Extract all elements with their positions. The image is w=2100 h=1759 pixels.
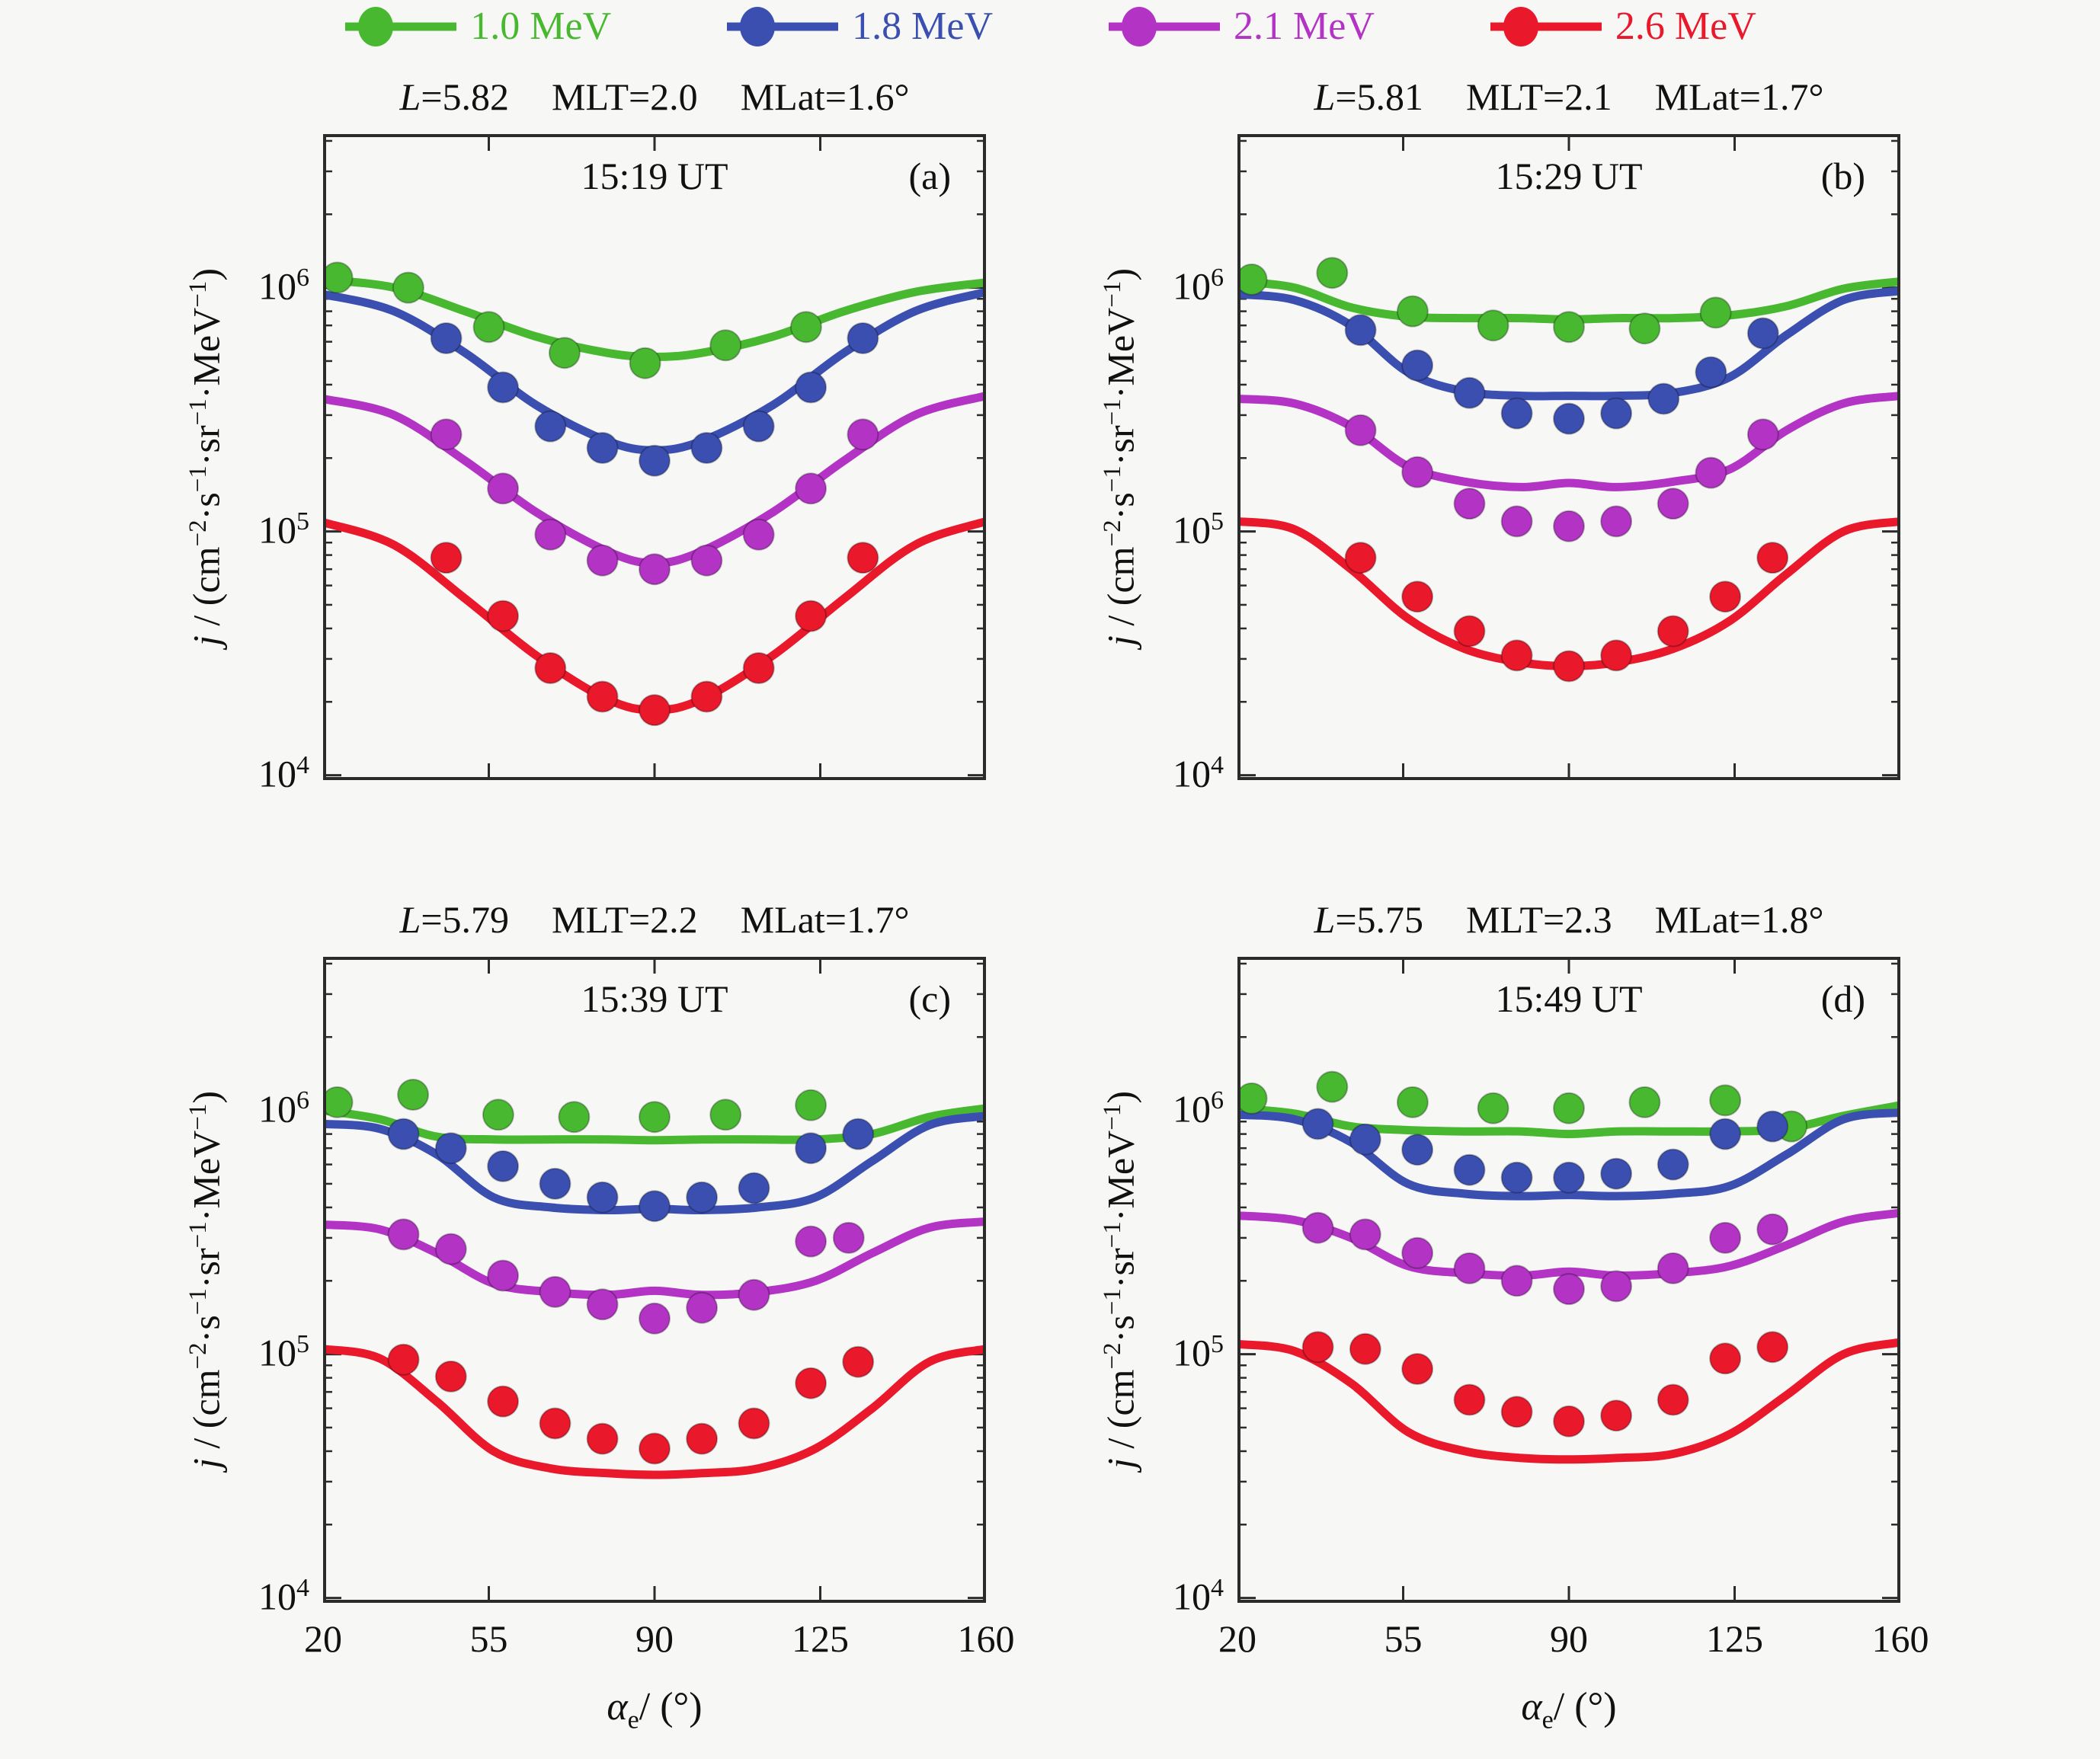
x-tick-label: 20: [1218, 1617, 1256, 1660]
plot-area: [1237, 134, 1900, 780]
y-axis-label: j / (cm−2·s−1·sr−1·MeV−1): [184, 268, 228, 646]
ut-time-label: 15:49 UT: [1495, 977, 1643, 1020]
title-mlt-value: MLT=2.1: [1466, 75, 1612, 118]
title-mlat-value: MLat=1.7°: [740, 898, 910, 941]
panel-c: L=5.79 MLT=2.2 MLat=1.7° j / (cm−2·s−1·s…: [184, 898, 1015, 1734]
panel-letter: (d): [1820, 977, 1865, 1020]
y-tick-label: 106: [258, 1086, 309, 1131]
legend-marker-icon: [345, 7, 457, 46]
x-axis-label: αe/ (°): [1521, 1685, 1617, 1735]
x-tick-label: 55: [469, 1617, 508, 1660]
title-l-value: L=5.75: [1314, 898, 1424, 941]
x-tick-label: 90: [1550, 1617, 1588, 1660]
title-mlt-value: MLT=2.0: [552, 75, 698, 118]
title-l-value: L=5.82: [399, 75, 510, 118]
legend-item-2-1-mev: 2.1 MeV: [1107, 3, 1375, 50]
panel-title: L=5.79 MLT=2.2 MLat=1.7°: [277, 897, 1032, 943]
panel-title: L=5.82 MLT=2.0 MLat=1.6°: [277, 75, 1032, 120]
title-mlt-value: MLT=2.2: [552, 898, 698, 941]
legend-label: 1.0 MeV: [470, 5, 612, 48]
x-tick-label: 160: [957, 1617, 1015, 1660]
y-tick-label: 105: [258, 507, 309, 552]
y-tick-label: 105: [1173, 1329, 1224, 1374]
y-tick-label: 104: [258, 1573, 309, 1618]
panel-b: L=5.81 MLT=2.1 MLat=1.7° j / (cm−2·s−1·s…: [1099, 75, 1900, 792]
plot-area: [323, 134, 986, 780]
plot-area: [323, 957, 986, 1603]
x-tick-label: 125: [1706, 1617, 1763, 1660]
legend-label: 2.6 MeV: [1615, 5, 1756, 48]
x-tick-label: 55: [1384, 1617, 1423, 1660]
y-tick-label: 106: [258, 263, 309, 308]
ut-time-label: 15:19 UT: [581, 155, 728, 197]
x-tick-label: 125: [792, 1617, 849, 1660]
legend-marker-icon: [727, 7, 839, 46]
y-tick-label: 106: [1173, 1086, 1224, 1131]
legend-item-1-8-mev: 1.8 MeV: [725, 3, 993, 50]
x-tick-label: 20: [304, 1617, 342, 1660]
panel-letter: (b): [1820, 155, 1865, 197]
plot-area: [1237, 957, 1900, 1603]
panel-letter: (c): [908, 977, 952, 1020]
title-l-value: L=5.79: [399, 898, 510, 941]
panel-letter: (a): [908, 155, 952, 197]
title-mlat-value: MLat=1.7°: [1654, 75, 1824, 118]
x-tick-label: 160: [1871, 1617, 1929, 1660]
legend-item-2-6-mev: 2.6 MeV: [1489, 3, 1756, 50]
y-tick-label: 106: [1173, 263, 1224, 308]
y-tick-label: 104: [1173, 750, 1224, 795]
legend-item-1-0-mev: 1.0 MeV: [344, 3, 611, 50]
y-tick-label: 105: [1173, 507, 1224, 552]
x-axis-label: αe/ (°): [607, 1685, 703, 1735]
panel-title: L=5.75 MLT=2.3 MLat=1.8°: [1192, 897, 1946, 943]
legend-label: 2.1 MeV: [1234, 5, 1375, 48]
panel-d: L=5.75 MLT=2.3 MLat=1.8° j / (cm−2·s−1·s…: [1099, 898, 1929, 1734]
y-tick-label: 105: [258, 1329, 309, 1374]
title-mlt-value: MLT=2.3: [1466, 898, 1612, 941]
legend-marker-icon: [1109, 7, 1220, 46]
title-l-value: L=5.81: [1314, 75, 1424, 118]
panel-a: L=5.82 MLT=2.0 MLat=1.6° j / (cm−2·s−1·s…: [184, 75, 986, 792]
legend-label: 1.8 MeV: [852, 5, 993, 48]
panel-title: L=5.81 MLT=2.1 MLat=1.7°: [1192, 75, 1946, 120]
legend: 1.0 MeV 1.8 MeV 2.1 MeV 2.6 MeV: [0, 3, 2100, 50]
y-axis-label: j / (cm−2·s−1·sr−1·MeV−1): [184, 1091, 228, 1469]
ut-time-label: 15:39 UT: [581, 977, 728, 1020]
title-mlat-value: MLat=1.6°: [740, 75, 910, 118]
y-tick-label: 104: [258, 750, 309, 795]
y-axis-label: j / (cm−2·s−1·sr−1·MeV−1): [1099, 1091, 1142, 1469]
ut-time-label: 15:29 UT: [1495, 155, 1643, 197]
legend-marker-icon: [1490, 7, 1602, 46]
y-tick-label: 104: [1173, 1573, 1224, 1618]
title-mlat-value: MLat=1.8°: [1654, 898, 1824, 941]
y-axis-label: j / (cm−2·s−1·sr−1·MeV−1): [1099, 268, 1142, 646]
x-tick-label: 90: [635, 1617, 674, 1660]
